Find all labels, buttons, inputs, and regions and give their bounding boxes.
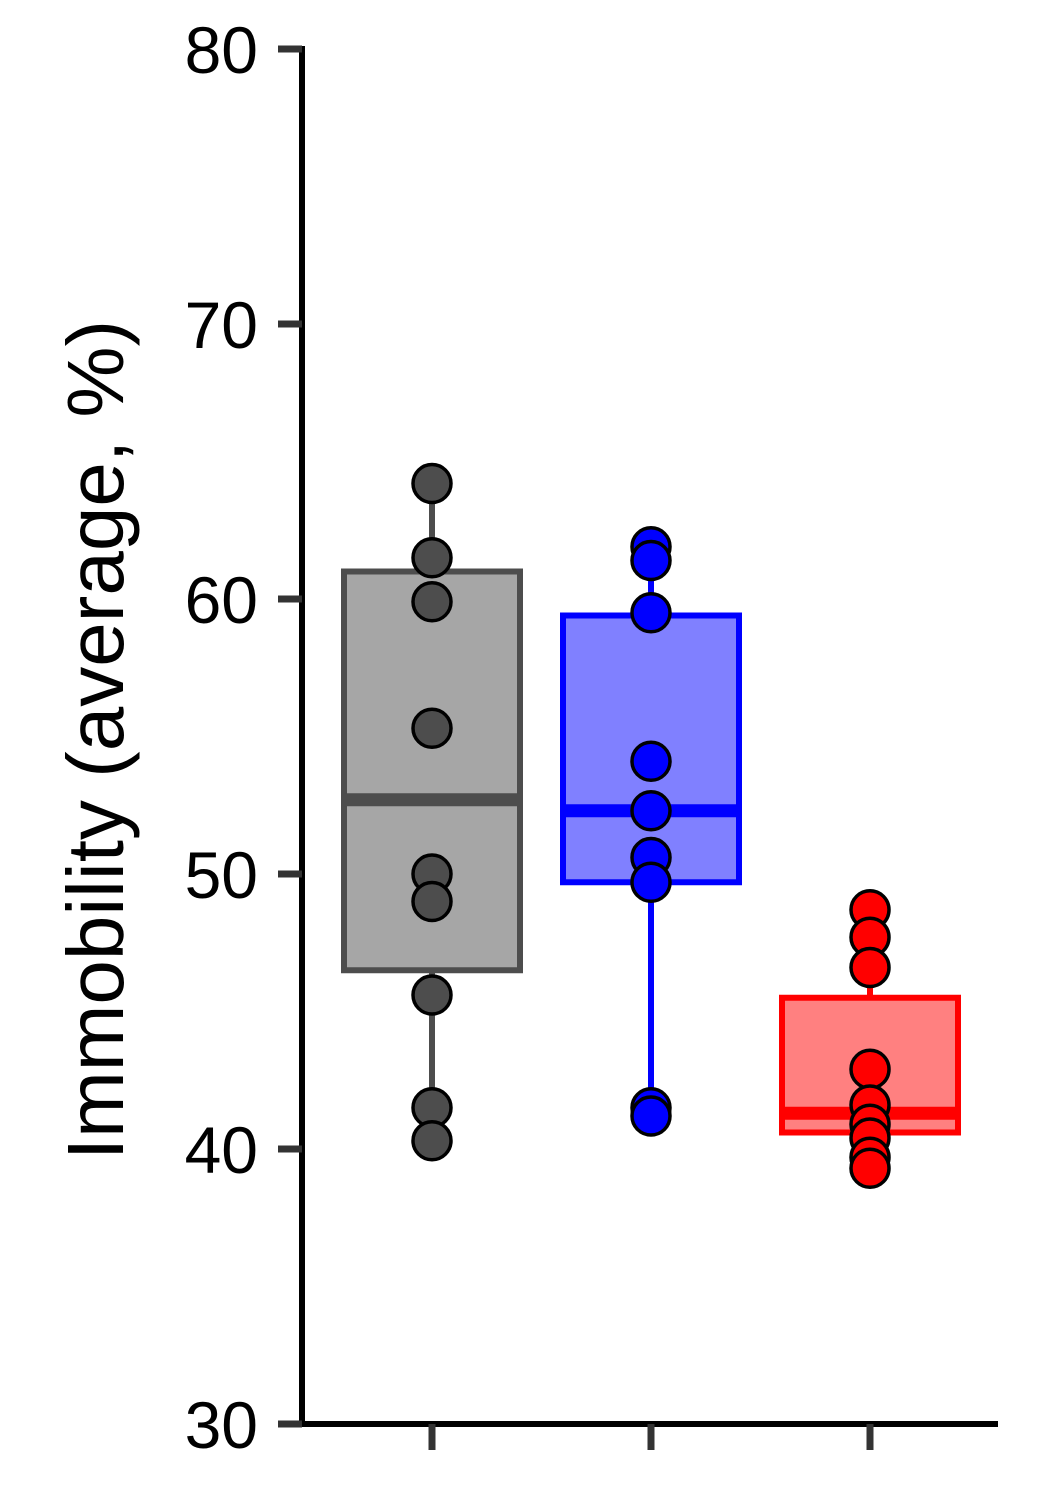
data-point xyxy=(411,462,453,505)
y-tick-label: 80 xyxy=(185,13,258,87)
data-point xyxy=(630,740,672,782)
data-point xyxy=(411,1120,453,1162)
y-tick-label: 70 xyxy=(185,288,258,362)
y-tick-label: 50 xyxy=(185,838,258,912)
x-ticks xyxy=(428,1424,874,1450)
data-point xyxy=(411,581,453,623)
boxes xyxy=(341,462,961,1189)
box-group-1 xyxy=(341,462,523,1162)
data-point xyxy=(411,880,453,923)
box-group-2 xyxy=(560,526,742,1137)
data-point xyxy=(849,1147,891,1189)
data-point xyxy=(630,861,672,903)
y-axis-title: Immobility (average, %) xyxy=(51,320,140,1160)
axes: 30 40 50 60 70 80 xyxy=(185,13,998,1462)
y-tick-label: 60 xyxy=(185,563,258,637)
y-ticks: 30 40 50 60 70 80 xyxy=(185,13,302,1462)
box-group-3 xyxy=(779,889,961,1189)
data-point xyxy=(411,537,453,579)
data-point xyxy=(630,1095,672,1137)
data-point xyxy=(411,707,453,749)
data-point xyxy=(849,946,891,989)
y-tick-label: 40 xyxy=(185,1113,258,1187)
data-point xyxy=(630,539,672,582)
data-point xyxy=(849,1048,891,1090)
y-tick-label: 30 xyxy=(185,1388,258,1462)
data-point xyxy=(630,790,672,832)
data-point xyxy=(411,974,453,1016)
data-point xyxy=(630,592,672,634)
